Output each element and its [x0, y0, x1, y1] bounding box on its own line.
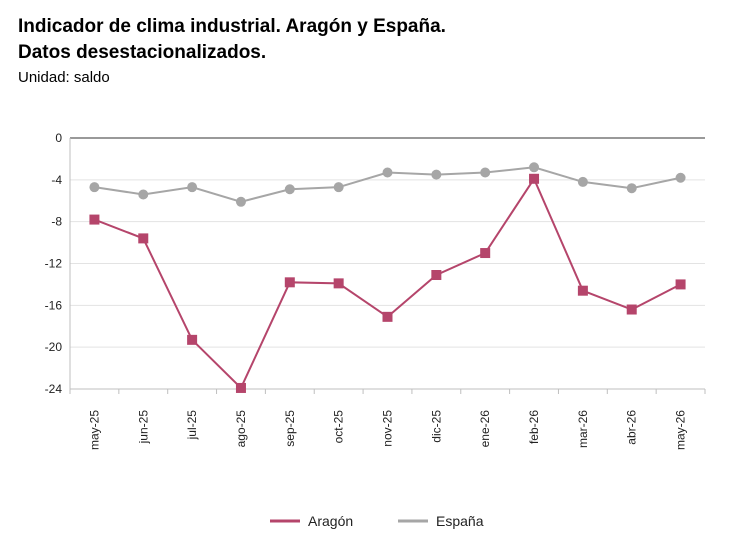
data-point: [138, 189, 149, 200]
chart-title-line2: Datos desestacionalizados.: [18, 42, 267, 63]
x-tick-label: abr-26: [625, 410, 639, 445]
data-point: [284, 277, 295, 288]
data-point: [577, 176, 588, 187]
x-tick-label: ene-26: [478, 410, 492, 448]
data-point: [529, 162, 540, 173]
y-tick-label: -12: [45, 257, 63, 271]
data-point: [577, 285, 588, 296]
data-point: [626, 183, 637, 194]
data-point: [138, 233, 149, 244]
legend-label: España: [436, 513, 484, 529]
data-point: [382, 311, 393, 322]
data-point: [187, 334, 198, 345]
x-tick-label: ago-25: [234, 410, 248, 448]
data-point: [529, 173, 540, 184]
data-point: [235, 196, 246, 207]
data-point: [382, 167, 393, 178]
x-tick-label: sep-25: [283, 410, 297, 447]
y-tick-label: -16: [45, 298, 63, 312]
chart-title: Indicador de clima industrial. Aragón y …: [18, 14, 446, 66]
x-tick-label: jun-25: [136, 410, 150, 445]
x-tick-label: nov-25: [381, 410, 395, 447]
data-point: [187, 182, 198, 193]
data-point: [480, 167, 491, 178]
x-tick-label: feb-26: [527, 410, 541, 444]
legend-label: Aragón: [308, 513, 353, 529]
x-tick-label: dic-25: [429, 410, 443, 443]
data-point: [89, 182, 100, 193]
y-tick-label: 0: [55, 131, 62, 145]
data-point: [333, 182, 344, 193]
data-point: [675, 172, 686, 183]
data-point: [675, 279, 686, 290]
data-point: [431, 169, 442, 180]
data-point: [333, 278, 344, 289]
y-tick-label: -8: [51, 215, 62, 229]
x-tick-label: may-25: [87, 410, 101, 450]
series-line-aragon: [94, 176, 682, 390]
x-tick-label: jul-25: [185, 410, 199, 441]
data-point: [431, 270, 442, 281]
x-tick-label: mar-26: [576, 410, 590, 448]
data-point: [235, 382, 246, 393]
y-tick-label: -20: [45, 340, 63, 354]
data-point: [626, 304, 637, 315]
data-point: [480, 248, 491, 259]
chart-title-line1: Indicador de clima industrial. Aragón y …: [18, 16, 446, 37]
data-point: [89, 214, 100, 225]
x-tick-label: may-26: [674, 410, 688, 450]
data-point: [284, 184, 295, 195]
chart-subtitle: Unidad: saldo: [18, 69, 110, 86]
y-tick-label: -24: [45, 382, 63, 396]
y-tick-label: -4: [51, 173, 62, 187]
x-tick-label: oct-25: [332, 410, 346, 444]
